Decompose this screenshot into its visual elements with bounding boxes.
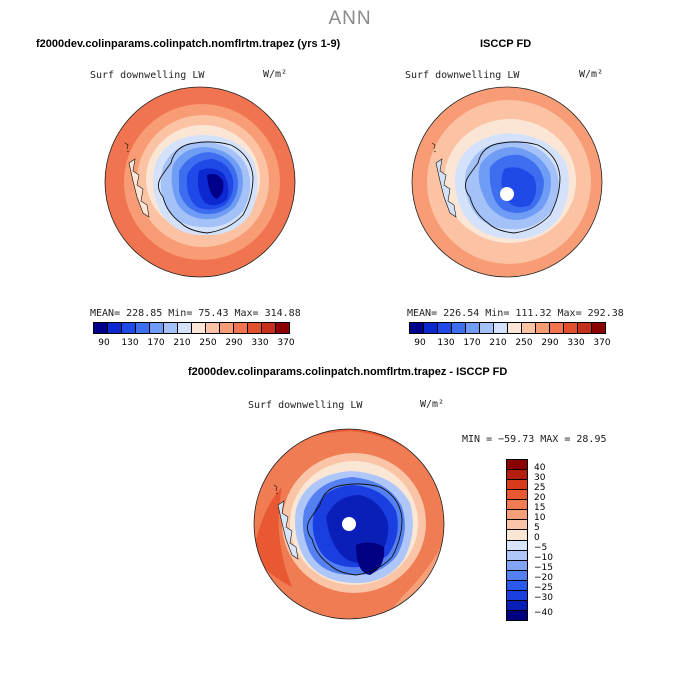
model-polar-map	[104, 86, 296, 278]
diff-polar-map	[253, 428, 445, 620]
colorbar-tick-label: 130	[121, 338, 139, 348]
colorbar-swatch	[507, 589, 527, 600]
colorbar-swatch	[507, 509, 527, 520]
colorbar-tick-label: 30	[534, 473, 546, 483]
diff-case-title: f2000dev.colinparams.colinpatch.nomflrtm…	[188, 366, 508, 378]
colorbar-swatch	[466, 323, 480, 333]
colorbar-tick-label: −15	[534, 563, 553, 573]
colorbar-swatch	[507, 579, 527, 590]
colorbar-swatch	[522, 323, 536, 333]
colorbar-swatch	[438, 323, 452, 333]
model-colorbar-ticks: 90 130 170 210 250 290 330 370	[91, 338, 299, 348]
colorbar-tick-label: 290	[225, 338, 243, 348]
colorbar-tick-label: −10	[534, 553, 553, 563]
colorbar-tick-label: 210	[489, 338, 507, 348]
colorbar-tick-label: 250	[199, 338, 217, 348]
obs-field-label: Surf downwelling LW	[405, 70, 520, 81]
colorbar-tick-label: −25	[534, 583, 553, 593]
colorbar-tick-label: 170	[463, 338, 481, 348]
model-case-title: f2000dev.colinparams.colinpatch.nomflrtm…	[36, 38, 341, 50]
colorbar-tick-label: 20	[534, 493, 546, 503]
colorbar-swatch	[94, 323, 108, 333]
colorbar-tick-label: −40	[534, 608, 553, 618]
obs-colorbar-ticks: 90 130 170 210 250 290 330 370	[407, 338, 615, 348]
colorbar-swatch	[507, 599, 527, 610]
colorbar-swatch	[122, 323, 136, 333]
colorbar-tick-label: 25	[534, 483, 546, 493]
colorbar-swatch	[507, 519, 527, 530]
colorbar-tick-label: −30	[534, 593, 553, 603]
colorbar-swatch	[507, 539, 527, 550]
colorbar-swatch	[480, 323, 494, 333]
colorbar-swatch	[508, 323, 522, 333]
colorbar-tick-label: 130	[437, 338, 455, 348]
colorbar-tick-label: 0	[534, 533, 540, 543]
colorbar-tick-label: 330	[567, 338, 585, 348]
obs-units-label: W/m²	[579, 69, 604, 80]
colorbar-tick-label: 5	[534, 523, 540, 533]
obs-stats: MEAN= 226.54 Min= 111.32 Max= 292.38	[407, 308, 624, 319]
obs-colorbar	[409, 322, 606, 334]
colorbar-tick-label: −5	[534, 543, 548, 553]
colorbar-swatch	[150, 323, 164, 333]
figure-title: ANN	[328, 8, 372, 29]
diff-colorbar	[506, 459, 528, 621]
model-colorbar	[93, 322, 290, 334]
colorbar-swatch	[507, 549, 527, 560]
colorbar-swatch	[262, 323, 276, 333]
colorbar-swatch	[248, 323, 262, 333]
colorbar-swatch	[410, 323, 424, 333]
diff-field-label: Surf downwelling LW	[248, 400, 363, 411]
model-stats: MEAN= 228.85 Min= 75.43 Max= 314.88	[90, 308, 301, 319]
colorbar-swatch	[592, 323, 605, 333]
model-field-label: Surf downwelling LW	[90, 70, 205, 81]
colorbar-swatch	[507, 460, 527, 470]
model-units-label: W/m²	[263, 69, 288, 80]
colorbar-swatch	[564, 323, 578, 333]
colorbar-swatch	[136, 323, 150, 333]
colorbar-swatch	[507, 499, 527, 510]
colorbar-tick-label: 370	[277, 338, 295, 348]
colorbar-swatch	[550, 323, 564, 333]
colorbar-swatch	[220, 323, 234, 333]
colorbar-swatch	[507, 529, 527, 540]
diff-stats: MIN = −59.73 MAX = 28.95	[462, 434, 607, 445]
obs-polar-map	[411, 86, 603, 278]
colorbar-swatch	[164, 323, 178, 333]
colorbar-tick-label: 170	[147, 338, 165, 348]
colorbar-swatch	[234, 323, 248, 333]
colorbar-tick-label: 250	[515, 338, 533, 348]
colorbar-swatch	[424, 323, 438, 333]
colorbar-swatch	[192, 323, 206, 333]
colorbar-swatch	[578, 323, 592, 333]
colorbar-swatch	[494, 323, 508, 333]
colorbar-tick-label: 370	[593, 338, 611, 348]
colorbar-tick-label: 10	[534, 513, 546, 523]
colorbar-swatch	[507, 609, 527, 620]
colorbar-tick-label: 330	[251, 338, 269, 348]
colorbar-tick-label: 40	[534, 463, 546, 473]
colorbar-tick-label: 90	[414, 338, 426, 348]
colorbar-swatch	[507, 559, 527, 570]
colorbar-swatch	[507, 489, 527, 500]
colorbar-swatch	[507, 479, 527, 490]
colorbar-swatch	[178, 323, 192, 333]
colorbar-tick-label: 15	[534, 503, 546, 513]
colorbar-swatch	[108, 323, 122, 333]
colorbar-tick-label: −20	[534, 573, 553, 583]
colorbar-tick-label: 90	[98, 338, 110, 348]
colorbar-swatch	[507, 569, 527, 580]
colorbar-swatch	[206, 323, 220, 333]
colorbar-swatch	[452, 323, 466, 333]
colorbar-swatch	[276, 323, 289, 333]
diff-units-label: W/m²	[420, 399, 445, 410]
colorbar-tick-label: 290	[541, 338, 559, 348]
obs-case-title: ISCCP FD	[480, 38, 532, 50]
colorbar-swatch	[536, 323, 550, 333]
colorbar-tick-label: 210	[173, 338, 191, 348]
colorbar-swatch	[507, 469, 527, 480]
